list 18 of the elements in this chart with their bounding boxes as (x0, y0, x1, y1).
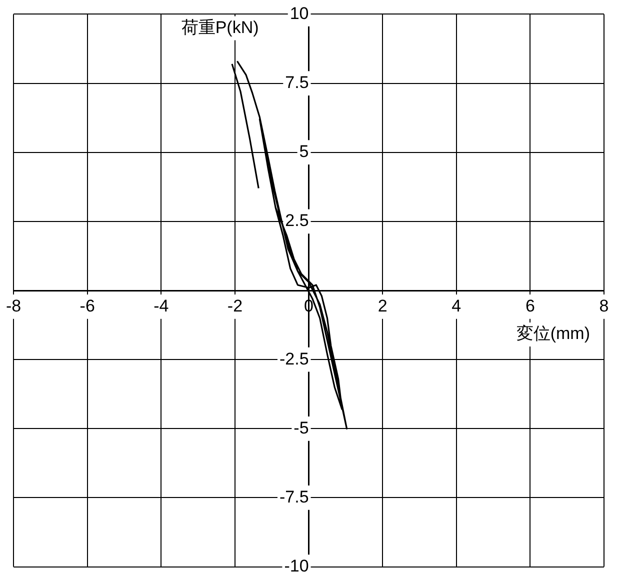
x-tick-label: -4 (154, 296, 169, 316)
y-tick-label: -10 (284, 556, 309, 576)
y-tick-label: 10 (290, 4, 309, 23)
y-tick-label: -2.5 (279, 349, 309, 368)
y-axis-title: 荷重P(kN) (181, 18, 259, 37)
y-tick-label: 7.5 (285, 72, 309, 92)
x-tick-label: -2 (227, 296, 243, 316)
x-tick-label: 2 (378, 296, 388, 316)
y-tick-label: -7.5 (279, 487, 309, 506)
y-tick-label: -5 (294, 418, 309, 438)
x-axis-title: 変位(mm) (516, 324, 590, 344)
x-tick-label: 6 (525, 296, 535, 316)
y-tick-label: 5 (299, 142, 309, 162)
y-tick-label: 2.5 (285, 211, 309, 230)
x-tick-label: -6 (80, 296, 95, 316)
x-tick-label: -8 (6, 296, 22, 316)
x-tick-label: 8 (599, 296, 609, 316)
x-tick-label: 4 (452, 296, 462, 316)
